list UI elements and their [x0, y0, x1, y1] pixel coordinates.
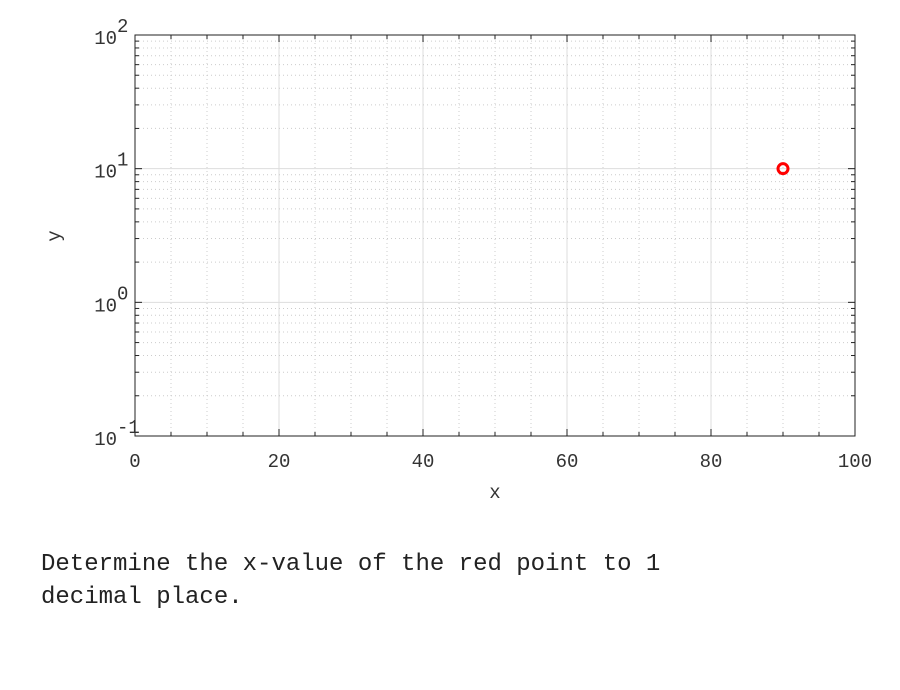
x-tick-label: 40 — [412, 451, 435, 473]
marks — [776, 162, 790, 176]
x-tick-label: 0 — [129, 451, 140, 473]
y-tick-exponent: -1 — [117, 417, 140, 439]
grid — [134, 35, 856, 437]
y-axis-label: y — [44, 230, 66, 241]
y-tick-label: 10 — [94, 28, 117, 50]
x-axis-label: x — [489, 482, 500, 504]
y-tick-label: 10 — [94, 295, 117, 317]
x-tick-label: 20 — [268, 451, 291, 473]
x-tick-label: 100 — [838, 451, 872, 473]
y-tick-exponent: 0 — [117, 283, 128, 305]
question-text: Determine the x-value of the red point t… — [41, 551, 661, 611]
y-tick-exponent: 1 — [117, 150, 128, 172]
y-tick-exponent: 2 — [117, 16, 128, 38]
x-tick-label: 60 — [556, 451, 579, 473]
data-point — [776, 162, 790, 176]
y-tick-label: 10 — [94, 429, 117, 451]
x-tick-label: 80 — [700, 451, 723, 473]
y-tick-label: 10 — [94, 162, 117, 184]
